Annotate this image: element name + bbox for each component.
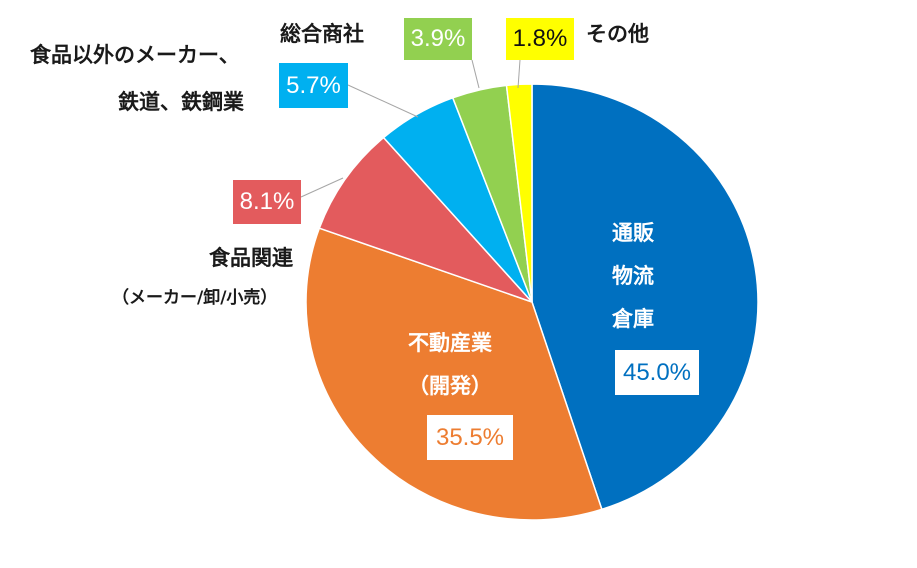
label-other: その他 xyxy=(586,24,649,45)
label-ecommerce-logistics: 通販 物流 倉庫 xyxy=(612,212,654,341)
label-food-sub: （メーカー/卸/小売） xyxy=(112,290,277,307)
label-line: 倉庫 xyxy=(612,307,654,331)
label-line: 不動産業 xyxy=(408,331,492,355)
label-railway-steel: 鉄道、鉄鋼業 xyxy=(118,92,244,113)
value-label-real-estate: 35.5% xyxy=(427,415,513,460)
leader-line xyxy=(300,177,344,198)
label-food: 食品関連 xyxy=(183,248,293,269)
label-trading-company: 総合商社 xyxy=(280,24,364,45)
label-line: 総合商社 xyxy=(280,22,364,46)
label-line: 食品以外のメーカー、 xyxy=(30,43,240,67)
label-real-estate: 不動産業 （開発） xyxy=(408,322,492,408)
label-line: （メーカー/卸/小売） xyxy=(112,288,278,308)
label-line: 食品関連 xyxy=(209,246,293,270)
label-line: （開発） xyxy=(408,374,492,398)
pie-slice xyxy=(505,83,533,303)
label-non-food-manufacturers: 食品以外のメーカー、 xyxy=(30,45,240,66)
pie-slice xyxy=(531,83,759,511)
leader-line xyxy=(471,59,480,89)
label-line: その他 xyxy=(586,22,649,46)
label-line: 鉄道、鉄鋼業 xyxy=(118,90,244,114)
label-line: 物流 xyxy=(612,264,654,288)
value-label-other: 1.8% xyxy=(506,18,574,60)
leader-line xyxy=(517,59,521,89)
value-label-ecommerce-logistics: 45.0% xyxy=(615,350,699,395)
value-label-trading-company: 3.9% xyxy=(404,18,472,60)
value-label-food: 8.1% xyxy=(233,180,301,224)
pie-slice xyxy=(318,136,533,303)
label-line: 通販 xyxy=(612,221,654,245)
leader-line xyxy=(347,84,419,118)
value-label-non-food: 5.7% xyxy=(279,63,348,108)
